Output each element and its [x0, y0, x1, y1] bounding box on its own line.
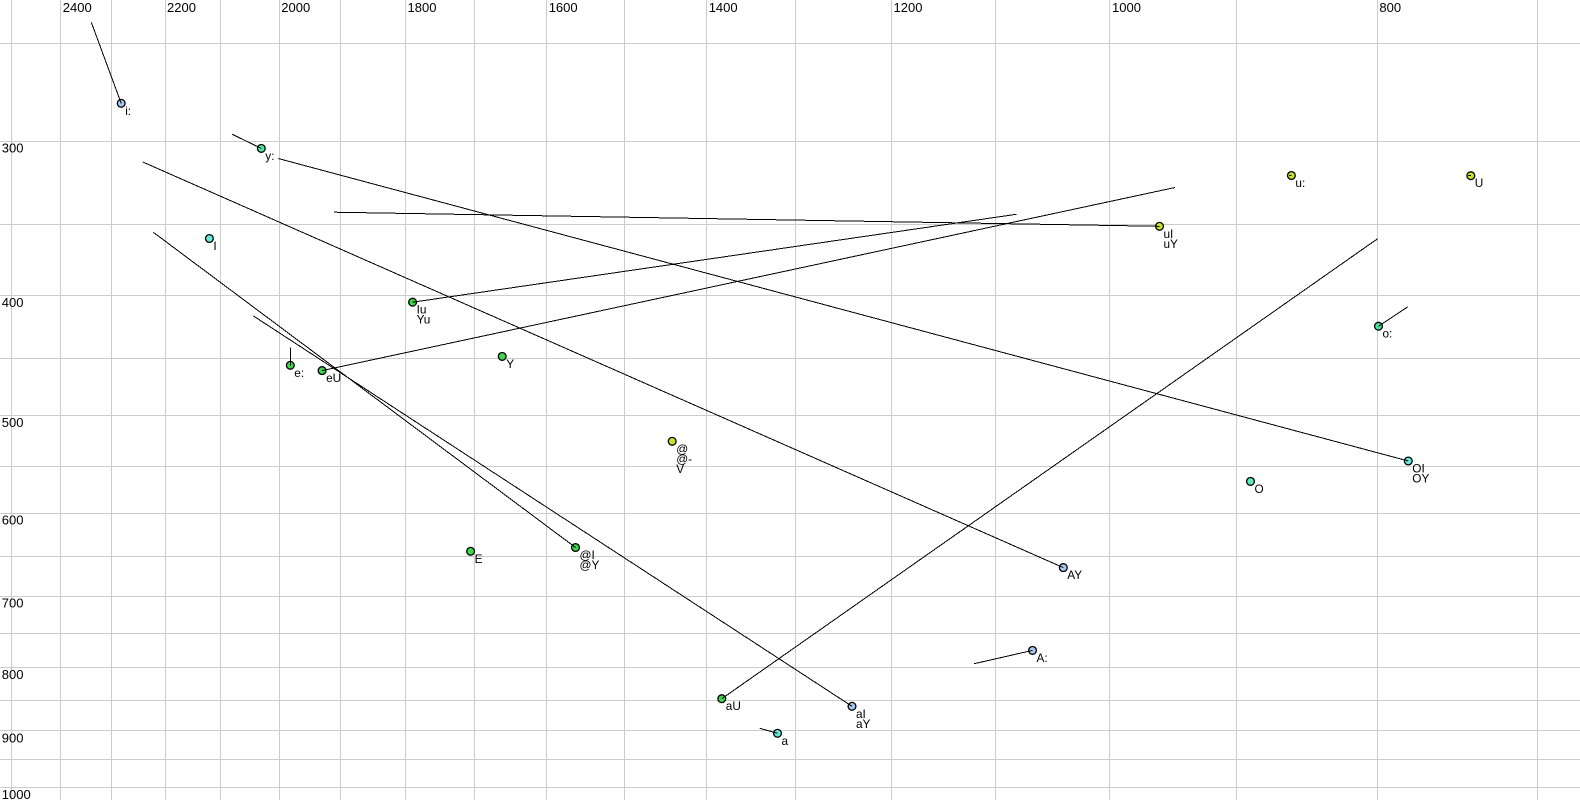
- svg-text:a: a: [782, 734, 789, 748]
- svg-text:OY: OY: [1412, 472, 1429, 486]
- svg-text:300: 300: [2, 141, 24, 156]
- svg-text:1000: 1000: [2, 787, 31, 800]
- svg-text:400: 400: [2, 295, 24, 310]
- svg-text:700: 700: [2, 595, 24, 610]
- svg-text:Yu: Yu: [417, 313, 431, 327]
- svg-text:1200: 1200: [894, 0, 923, 15]
- svg-text:U: U: [1475, 176, 1484, 190]
- svg-text:u:: u:: [1295, 176, 1305, 190]
- svg-text:aI: aI: [856, 707, 866, 721]
- svg-text:2400: 2400: [63, 0, 92, 15]
- svg-text:500: 500: [2, 415, 24, 430]
- svg-text:900: 900: [2, 730, 24, 745]
- svg-text:o:: o:: [1383, 327, 1393, 341]
- svg-text:800: 800: [1379, 0, 1401, 15]
- svg-text:2000: 2000: [281, 0, 310, 15]
- svg-text:1800: 1800: [408, 0, 437, 15]
- svg-text:e:: e:: [294, 366, 304, 380]
- svg-text:1600: 1600: [549, 0, 578, 15]
- svg-text:i:: i:: [125, 104, 131, 118]
- svg-text:@I: @I: [580, 548, 595, 562]
- svg-text:OI: OI: [1412, 462, 1424, 476]
- svg-text:@Y: @Y: [580, 558, 600, 572]
- svg-text:uI: uI: [1164, 227, 1174, 241]
- svg-text:y:: y:: [265, 149, 274, 163]
- svg-text:eU: eU: [326, 371, 341, 385]
- svg-text:aY: aY: [856, 717, 871, 731]
- svg-text:A:: A:: [1037, 651, 1048, 665]
- svg-text:@: @: [676, 442, 688, 456]
- svg-text:Y: Y: [506, 357, 514, 371]
- svg-text:800: 800: [2, 667, 24, 682]
- svg-text:AY: AY: [1067, 568, 1082, 582]
- svg-text:aU: aU: [726, 699, 741, 713]
- svg-text:@-: @-: [676, 452, 692, 466]
- svg-text:V: V: [676, 462, 684, 476]
- svg-text:2200: 2200: [167, 0, 196, 15]
- svg-text:O: O: [1255, 482, 1264, 496]
- svg-text:uY: uY: [1164, 237, 1179, 251]
- svg-text:Iu: Iu: [417, 303, 427, 317]
- svg-text:600: 600: [2, 513, 24, 528]
- svg-text:E: E: [475, 552, 483, 566]
- svg-text:I: I: [213, 239, 216, 253]
- svg-text:1400: 1400: [709, 0, 738, 15]
- svg-text:1000: 1000: [1112, 0, 1141, 15]
